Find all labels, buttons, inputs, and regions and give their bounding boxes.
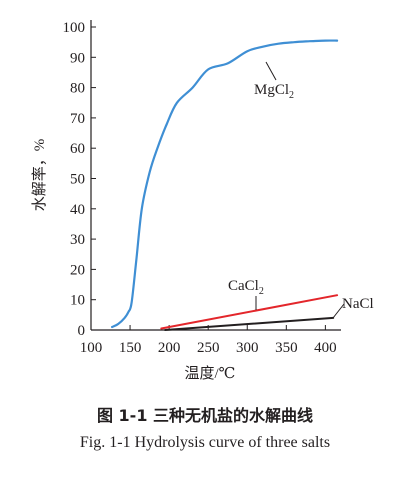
y-tick-label: 100 bbox=[63, 20, 86, 36]
x-axis-title: 温度/℃ bbox=[185, 365, 236, 382]
y-tick-label: 60 bbox=[70, 141, 85, 157]
series-line-cacl bbox=[160, 294, 339, 330]
y-tick-label: 40 bbox=[70, 202, 85, 218]
y-tick-label: 80 bbox=[70, 81, 85, 97]
y-tick-label: 50 bbox=[70, 172, 85, 188]
y-tick-label: 30 bbox=[70, 232, 85, 248]
y-tick-label: 90 bbox=[70, 50, 85, 66]
series-label-nacl: NaCl bbox=[342, 296, 374, 312]
x-tick-label: 200 bbox=[158, 340, 181, 356]
y-tick-label: 70 bbox=[70, 111, 85, 127]
x-tick-label: 250 bbox=[197, 340, 220, 356]
hydrolysis-chart: 0 10 20 30 40 50 60 70 80 90 100 100 150 200 250 300 350… bbox=[31, 20, 374, 382]
figure-caption-english: Fig. 1-1 Hydrolysis curve of three salts bbox=[79, 434, 331, 451]
x-tick-label: 400 bbox=[314, 340, 337, 356]
series-label-mgcl: MgCl2 bbox=[254, 82, 294, 101]
y-tick-label: 10 bbox=[70, 293, 85, 309]
ticks: 0 10 20 30 40 50 60 70 80 90 100 100 150 200 250 300 350… bbox=[63, 20, 337, 356]
series-layer bbox=[111, 39, 339, 331]
x-tick-label: 350 bbox=[275, 340, 298, 356]
leader-line-mgcl bbox=[265, 61, 277, 81]
y-tick-label: 0 bbox=[78, 323, 86, 339]
x-tick-label: 100 bbox=[80, 340, 103, 356]
leader-line-nacl bbox=[332, 303, 345, 319]
series-labels: MgCl2 CaCl2 NaCl bbox=[228, 61, 374, 319]
figure-caption-chinese: 图 1-1 三种无机盐的水解曲线 bbox=[96, 406, 314, 425]
x-tick-label: 300 bbox=[236, 340, 259, 356]
x-tick-label: 150 bbox=[119, 340, 142, 356]
series-label-cacl: CaCl2 bbox=[228, 278, 264, 297]
y-tick-label: 20 bbox=[70, 262, 85, 278]
axes bbox=[90, 20, 341, 331]
series-line-mgcl bbox=[111, 39, 339, 329]
y-axis-title: 水解率，% bbox=[31, 139, 48, 212]
series-line-nacl bbox=[164, 316, 335, 331]
